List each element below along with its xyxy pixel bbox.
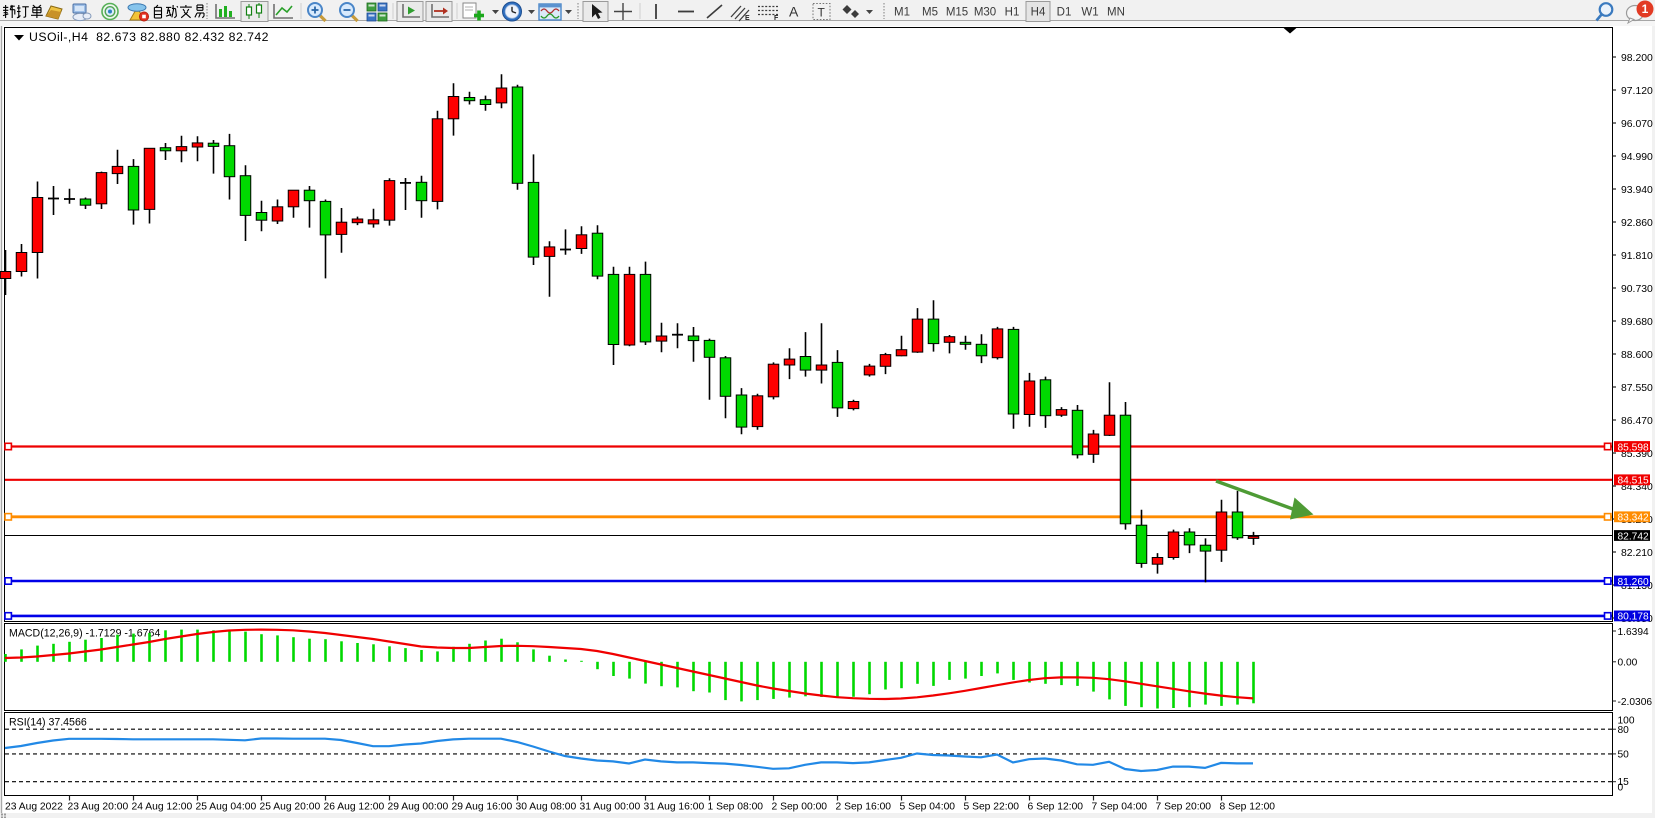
svg-text:91.810: 91.810 xyxy=(1621,251,1653,262)
svg-text:29 Aug 00:00: 29 Aug 00:00 xyxy=(388,802,449,813)
svg-text:2 Sep 16:00: 2 Sep 16:00 xyxy=(836,802,892,813)
svg-text:F: F xyxy=(774,15,779,22)
svg-text:23 Aug 2022: 23 Aug 2022 xyxy=(5,802,63,813)
svg-text:25 Aug 04:00: 25 Aug 04:00 xyxy=(196,802,257,813)
svg-text:M5: M5 xyxy=(922,7,938,19)
svg-text:5 Sep 04:00: 5 Sep 04:00 xyxy=(900,802,956,813)
svg-text:A: A xyxy=(789,4,799,20)
svg-text:0: 0 xyxy=(1618,783,1624,794)
svg-text:85.390: 85.390 xyxy=(1621,449,1653,460)
svg-text:100: 100 xyxy=(1618,716,1635,727)
svg-text:MN: MN xyxy=(1107,7,1125,19)
svg-text:80.178: 80.178 xyxy=(1618,612,1649,623)
svg-text:82.742: 82.742 xyxy=(1618,531,1649,542)
svg-text:E: E xyxy=(745,15,750,22)
svg-text:2 Sep 00:00: 2 Sep 00:00 xyxy=(772,802,828,813)
svg-text:23 Aug 20:00: 23 Aug 20:00 xyxy=(68,802,129,813)
svg-text:USOil-,H4 82.673 82.880 82.43: USOil-,H4 82.673 82.880 82.432 82.742 xyxy=(29,30,269,44)
svg-text:30 Aug 08:00: 30 Aug 08:00 xyxy=(516,802,577,813)
svg-text:W1: W1 xyxy=(1081,7,1098,19)
svg-text:31 Aug 16:00: 31 Aug 16:00 xyxy=(644,802,705,813)
svg-text:6 Sep 12:00: 6 Sep 12:00 xyxy=(1028,802,1084,813)
svg-text:M1: M1 xyxy=(894,7,910,19)
svg-text:D1: D1 xyxy=(1057,7,1072,19)
svg-text:93.940: 93.940 xyxy=(1621,185,1653,196)
svg-text:29 Aug 16:00: 29 Aug 16:00 xyxy=(452,802,513,813)
svg-text:85.598: 85.598 xyxy=(1618,442,1649,453)
svg-text:T: T xyxy=(818,6,826,20)
svg-text:0.00: 0.00 xyxy=(1618,658,1638,669)
svg-text:1: 1 xyxy=(1642,2,1649,16)
svg-text:89.680: 89.680 xyxy=(1621,317,1653,328)
svg-text:31 Aug 00:00: 31 Aug 00:00 xyxy=(580,802,641,813)
svg-text:26 Aug 12:00: 26 Aug 12:00 xyxy=(324,802,385,813)
svg-text:1.6394: 1.6394 xyxy=(1618,627,1649,638)
svg-text:7 Sep 04:00: 7 Sep 04:00 xyxy=(1092,802,1148,813)
svg-text:92.860: 92.860 xyxy=(1621,218,1653,229)
svg-text:5 Sep 22:00: 5 Sep 22:00 xyxy=(964,802,1020,813)
svg-text:84.340: 84.340 xyxy=(1621,482,1653,493)
svg-text:81.260: 81.260 xyxy=(1618,577,1649,588)
svg-text:82.210: 82.210 xyxy=(1621,548,1653,559)
svg-text:MACD(12,26,9) -1.7129 -1.6764: MACD(12,26,9) -1.7129 -1.6764 xyxy=(9,628,160,640)
svg-text:90.730: 90.730 xyxy=(1621,284,1653,295)
svg-text:-2.0306: -2.0306 xyxy=(1618,697,1653,708)
svg-text:25 Aug 20:00: 25 Aug 20:00 xyxy=(260,802,321,813)
svg-text:97.120: 97.120 xyxy=(1621,86,1653,97)
svg-text:80: 80 xyxy=(1618,725,1630,736)
svg-text:7 Sep 20:00: 7 Sep 20:00 xyxy=(1156,802,1212,813)
svg-text:M30: M30 xyxy=(974,7,996,19)
svg-text:8 Sep 12:00: 8 Sep 12:00 xyxy=(1220,802,1276,813)
svg-text:M15: M15 xyxy=(946,7,968,19)
svg-text:86.470: 86.470 xyxy=(1621,416,1653,427)
svg-text:RSI(14) 37.4566: RSI(14) 37.4566 xyxy=(9,717,87,729)
svg-text:24 Aug 12:00: 24 Aug 12:00 xyxy=(132,802,193,813)
svg-text:H4: H4 xyxy=(1031,7,1046,19)
svg-text:94.990: 94.990 xyxy=(1621,152,1653,163)
svg-text:H1: H1 xyxy=(1005,7,1020,19)
svg-text:1 Sep 08:00: 1 Sep 08:00 xyxy=(708,802,764,813)
svg-text:15: 15 xyxy=(1618,777,1630,788)
svg-text:50: 50 xyxy=(1618,750,1630,761)
svg-text:98.200: 98.200 xyxy=(1621,53,1653,64)
svg-text:84.515: 84.515 xyxy=(1618,476,1649,487)
svg-text:83.342: 83.342 xyxy=(1618,513,1649,524)
svg-text:88.600: 88.600 xyxy=(1621,350,1653,361)
svg-text:87.550: 87.550 xyxy=(1621,383,1653,394)
svg-text:96.070: 96.070 xyxy=(1621,119,1653,130)
